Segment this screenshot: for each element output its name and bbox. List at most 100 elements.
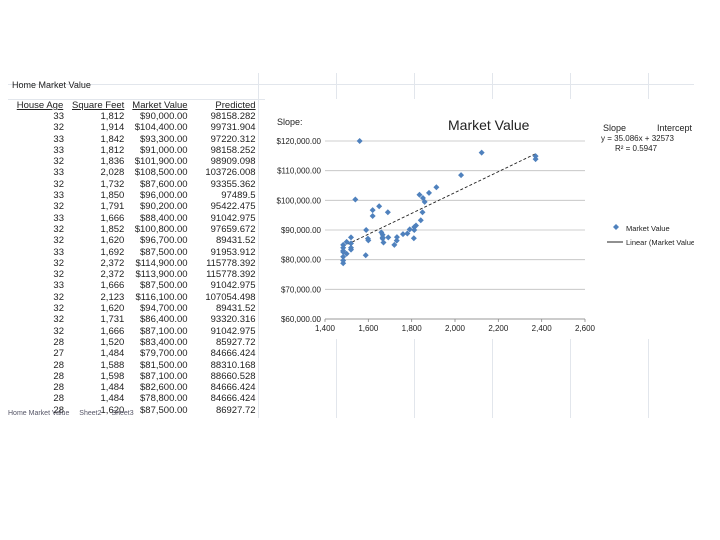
data-point[interactable] [411, 224, 418, 231]
table-cell[interactable]: 1,791 [100, 201, 125, 213]
column-header[interactable]: Square Feet [72, 100, 125, 111]
table-cell[interactable]: 28 [53, 382, 64, 394]
table-cell[interactable]: 84666.424 [210, 348, 256, 360]
table-cell[interactable]: 1,842 [100, 133, 125, 145]
data-point[interactable] [340, 247, 347, 254]
data-point[interactable] [384, 209, 391, 216]
data-point[interactable] [369, 213, 376, 220]
data-point[interactable] [352, 196, 359, 203]
data-point[interactable] [410, 235, 417, 242]
table-cell[interactable]: $87,500.00 [140, 404, 188, 416]
table-cell[interactable]: 32 [53, 291, 64, 303]
table-cell[interactable]: $81,500.00 [140, 359, 188, 371]
table-cell[interactable]: 1,484 [100, 393, 125, 405]
data-point[interactable] [419, 194, 426, 201]
table-cell[interactable]: $90,000.00 [140, 111, 188, 122]
table-cell[interactable]: 32 [53, 223, 64, 235]
table-cell[interactable]: 1,812 [100, 144, 125, 156]
table-cell[interactable]: 33 [53, 280, 64, 292]
table-cell[interactable]: $94,700.00 [140, 303, 188, 315]
table-cell[interactable]: $90,200.00 [140, 201, 188, 213]
table-cell[interactable]: $101,900.00 [134, 156, 188, 168]
scatter-chart[interactable]: $60,000.00 $70,000.00 $80,000.00 $90,000.00… [265, 99, 694, 339]
table-cell[interactable]: 98158.282 [210, 111, 256, 122]
table-cell[interactable]: 32 [53, 325, 64, 337]
data-point[interactable] [406, 226, 413, 233]
table-cell[interactable]: 33 [53, 111, 64, 122]
table-cell[interactable]: 33 [53, 133, 64, 145]
table-cell[interactable]: $87,600.00 [140, 178, 188, 190]
data-point[interactable] [385, 234, 392, 241]
table-cell[interactable]: 2,372 [100, 269, 125, 281]
table-cell[interactable]: 107054.498 [205, 291, 256, 303]
table-cell[interactable]: $104,400.00 [134, 122, 188, 134]
table-cell[interactable]: 28 [53, 404, 64, 416]
table-cell[interactable]: 32 [53, 235, 64, 247]
table-cell[interactable]: 84666.424 [210, 382, 256, 394]
table-cell[interactable]: 28 [53, 370, 64, 382]
data-point[interactable] [378, 229, 385, 236]
table-cell[interactable]: 93320.316 [210, 314, 256, 326]
table-cell[interactable]: 33 [53, 167, 64, 179]
table-cell[interactable]: 32 [53, 201, 64, 213]
table-cell[interactable]: 97220.312 [210, 133, 256, 145]
data-point[interactable] [391, 241, 398, 248]
table-cell[interactable]: 32 [53, 314, 64, 326]
table-cell[interactable]: 32 [53, 303, 64, 315]
table-cell[interactable]: 91042.975 [210, 212, 256, 224]
table-cell[interactable]: 1,732 [100, 178, 125, 190]
data-point[interactable] [426, 189, 432, 196]
table-cell[interactable]: 89431.52 [215, 303, 256, 315]
table-cell[interactable]: 28 [53, 336, 64, 348]
data-point[interactable] [532, 156, 539, 163]
table-cell[interactable]: 27 [53, 348, 64, 360]
sheet-tab[interactable]: Sheet3 [111, 410, 134, 417]
table-cell[interactable]: $82,600.00 [140, 382, 188, 394]
table-cell[interactable]: $87,100.00 [140, 370, 188, 382]
table-cell[interactable]: $87,500.00 [140, 280, 188, 292]
table-cell[interactable]: $83,400.00 [140, 336, 188, 348]
data-point[interactable] [393, 237, 400, 244]
data-point[interactable] [340, 260, 347, 267]
data-point[interactable] [340, 253, 347, 260]
table-cell[interactable]: 32 [53, 178, 64, 190]
table-cell[interactable]: 33 [53, 144, 64, 156]
data-point[interactable] [413, 222, 419, 229]
sheet-tab[interactable]: Home Market Value [8, 410, 70, 417]
table-cell[interactable]: 1,484 [100, 382, 125, 394]
column-header[interactable]: Predicted [215, 100, 256, 111]
table-cell[interactable]: $88,400.00 [140, 212, 188, 224]
data-point[interactable] [343, 250, 350, 257]
table-cell[interactable]: 1,588 [100, 359, 125, 371]
table-cell[interactable]: 91953.912 [210, 246, 256, 258]
table-cell[interactable]: 84666.424 [210, 393, 256, 405]
data-point[interactable] [380, 239, 387, 246]
table-cell[interactable]: $93,300.00 [140, 133, 188, 145]
table-cell[interactable]: 91042.975 [210, 325, 256, 337]
table-cell[interactable]: 97659.672 [210, 223, 256, 235]
table-cell[interactable]: 32 [53, 257, 64, 269]
table-cell[interactable]: $114,900.00 [135, 257, 188, 269]
data-point[interactable] [400, 231, 406, 238]
table-cell[interactable]: 28 [53, 393, 64, 405]
table-cell[interactable]: 1,914 [100, 122, 125, 134]
table-cell[interactable]: 28 [53, 359, 64, 371]
table-cell[interactable]: 1,692 [100, 246, 125, 258]
table-cell[interactable]: $91,000.00 [140, 144, 188, 156]
data-point[interactable] [421, 198, 428, 205]
table-cell[interactable]: $100,800.00 [134, 223, 188, 235]
table-cell[interactable]: 2,372 [100, 257, 125, 269]
data-point[interactable] [343, 238, 350, 245]
data-point[interactable] [369, 207, 376, 214]
data-point[interactable] [348, 244, 354, 251]
table-cell[interactable]: 1,666 [100, 280, 125, 292]
data-point[interactable] [433, 184, 440, 191]
table-cell[interactable]: $87,500.00 [140, 246, 188, 258]
table-cell[interactable]: 1,520 [100, 336, 125, 348]
table-cell[interactable]: 98158.252 [210, 144, 256, 156]
table-cell[interactable]: 1,852 [100, 223, 125, 235]
data-point[interactable] [365, 237, 372, 244]
table-cell[interactable]: 32 [53, 269, 64, 281]
table-cell[interactable]: 1,850 [100, 190, 125, 202]
table-cell[interactable]: 115778.392 [206, 269, 256, 281]
